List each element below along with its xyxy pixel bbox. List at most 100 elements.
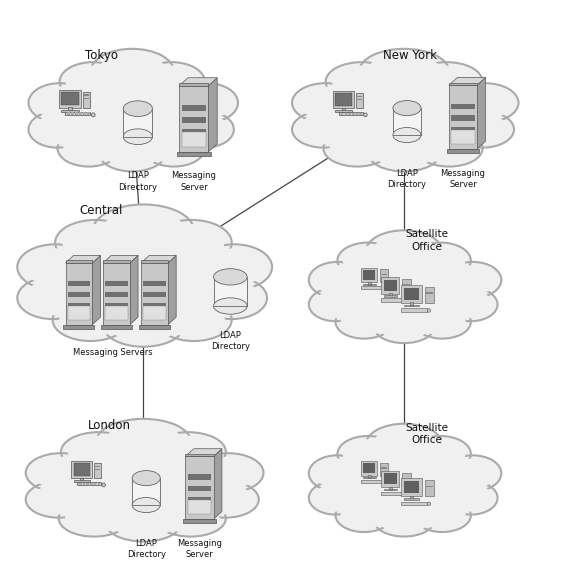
Ellipse shape xyxy=(63,133,114,164)
Bar xyxy=(380,463,388,475)
Ellipse shape xyxy=(374,310,434,343)
Ellipse shape xyxy=(374,503,434,537)
Bar xyxy=(333,91,354,109)
Bar xyxy=(447,149,479,153)
Ellipse shape xyxy=(148,133,199,164)
Ellipse shape xyxy=(91,49,173,93)
Ellipse shape xyxy=(359,49,449,93)
Bar xyxy=(83,114,86,115)
Ellipse shape xyxy=(45,225,242,326)
Ellipse shape xyxy=(364,113,367,117)
Ellipse shape xyxy=(176,111,234,148)
Ellipse shape xyxy=(53,299,128,341)
Ellipse shape xyxy=(193,453,263,492)
Bar xyxy=(95,469,100,470)
Bar xyxy=(68,306,91,319)
Ellipse shape xyxy=(105,138,159,168)
Ellipse shape xyxy=(373,234,436,268)
Ellipse shape xyxy=(328,245,481,328)
Bar xyxy=(87,112,89,113)
Bar xyxy=(182,128,206,135)
Ellipse shape xyxy=(449,291,493,318)
Bar xyxy=(90,482,93,484)
Ellipse shape xyxy=(32,485,86,515)
Ellipse shape xyxy=(151,220,232,265)
Bar xyxy=(67,113,70,114)
Bar xyxy=(368,281,371,284)
Ellipse shape xyxy=(51,67,213,153)
Ellipse shape xyxy=(366,424,442,465)
Bar xyxy=(67,114,70,115)
Text: New York: New York xyxy=(383,49,437,62)
Ellipse shape xyxy=(298,114,349,144)
Bar xyxy=(404,305,419,307)
Polygon shape xyxy=(130,255,138,325)
Ellipse shape xyxy=(410,242,471,279)
Bar xyxy=(341,113,343,114)
Bar xyxy=(187,474,211,480)
Bar xyxy=(381,471,399,487)
Bar xyxy=(71,114,74,115)
Bar xyxy=(363,464,376,473)
Bar xyxy=(410,496,413,499)
Ellipse shape xyxy=(335,305,392,339)
Text: Satellite
Office: Satellite Office xyxy=(405,423,448,445)
Bar xyxy=(356,114,358,115)
Ellipse shape xyxy=(65,503,123,533)
Bar xyxy=(182,132,206,147)
Ellipse shape xyxy=(26,481,92,517)
Bar xyxy=(361,480,382,482)
Ellipse shape xyxy=(415,246,465,276)
Bar xyxy=(79,112,82,113)
Ellipse shape xyxy=(144,65,199,98)
Ellipse shape xyxy=(338,436,398,472)
Ellipse shape xyxy=(326,62,397,102)
Bar xyxy=(80,478,84,481)
Bar xyxy=(105,306,128,319)
Ellipse shape xyxy=(199,485,253,515)
Bar xyxy=(449,85,477,149)
Bar xyxy=(71,113,74,114)
Bar xyxy=(214,277,247,306)
Ellipse shape xyxy=(382,287,385,290)
Bar xyxy=(356,96,362,97)
Ellipse shape xyxy=(58,500,129,537)
Bar xyxy=(59,89,81,108)
Ellipse shape xyxy=(419,308,465,336)
Bar xyxy=(74,481,90,482)
Bar xyxy=(381,467,387,468)
Text: Messaging
Server: Messaging Server xyxy=(177,538,222,559)
Ellipse shape xyxy=(415,439,465,469)
Ellipse shape xyxy=(123,101,152,117)
Bar xyxy=(352,113,354,114)
Bar xyxy=(179,83,208,86)
Ellipse shape xyxy=(102,209,185,252)
Bar xyxy=(403,478,410,479)
Bar xyxy=(187,486,211,491)
Bar xyxy=(86,484,89,485)
Ellipse shape xyxy=(18,277,88,319)
Ellipse shape xyxy=(405,492,408,495)
Ellipse shape xyxy=(393,127,421,142)
Polygon shape xyxy=(141,255,176,263)
Ellipse shape xyxy=(317,67,492,153)
Bar xyxy=(359,114,362,115)
Bar xyxy=(335,93,352,106)
Bar xyxy=(75,113,78,114)
Bar xyxy=(345,113,347,114)
Ellipse shape xyxy=(415,130,482,166)
Polygon shape xyxy=(214,449,222,519)
Ellipse shape xyxy=(113,508,174,538)
Ellipse shape xyxy=(61,432,137,471)
Ellipse shape xyxy=(214,269,247,285)
Ellipse shape xyxy=(292,83,359,123)
Bar xyxy=(384,280,397,291)
Ellipse shape xyxy=(158,224,224,261)
Ellipse shape xyxy=(199,457,257,489)
Ellipse shape xyxy=(196,244,272,290)
Bar xyxy=(61,110,79,112)
Ellipse shape xyxy=(182,86,232,119)
Ellipse shape xyxy=(332,65,391,98)
Bar xyxy=(401,502,427,505)
Ellipse shape xyxy=(34,114,81,144)
